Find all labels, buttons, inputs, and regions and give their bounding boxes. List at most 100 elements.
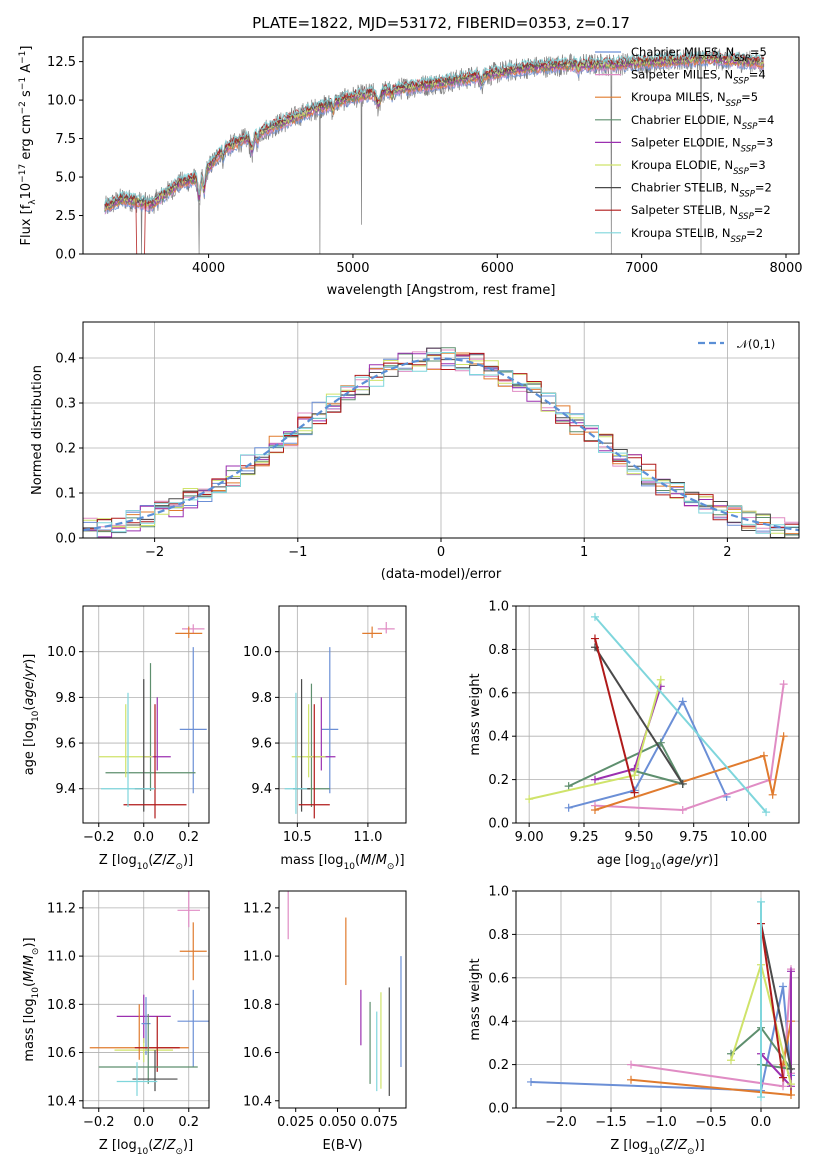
legend-text-part: Chabrier STELIB, N: [631, 181, 739, 195]
y-tick-label: 9.6: [251, 737, 272, 752]
label-part: /: [691, 853, 696, 868]
legend-text-part: SSP: [731, 235, 747, 245]
axes-frame: [82, 605, 210, 824]
legend-text-part: =4: [749, 68, 766, 82]
y-tick-label: 9.8: [55, 691, 76, 706]
weight-point-marker: [630, 788, 639, 797]
label-part: (: [355, 853, 360, 868]
y-tick-label: 0.2: [55, 442, 76, 457]
model-spectrum-line: [104, 50, 764, 205]
legend-entry: Kroupa ELODIE, NSSP=3: [631, 158, 766, 177]
weight-point-marker: [787, 967, 795, 976]
label-part: erg cm: [19, 114, 34, 163]
weight-series-line: [730, 1026, 794, 1071]
legend-text-part: Kroupa STELIB, N: [631, 226, 731, 240]
y-tick-label: 10.6: [47, 1046, 76, 1061]
weight-series-line: [568, 699, 728, 809]
label-part: /: [674, 1138, 679, 1153]
plot-area: [527, 897, 795, 1102]
y-tick-label: 5.0: [55, 171, 76, 186]
y-tick-label: 0.3: [55, 397, 76, 412]
legend-entry: Kroupa MILES, NSSP=5: [631, 90, 758, 109]
model-spectrum-line: [104, 51, 765, 254]
y-tick-label: 0.1: [55, 487, 76, 502]
x-axis-label: E(B-V): [322, 1138, 362, 1153]
x-tick-label: 5000: [336, 261, 369, 276]
weight-point-marker: [590, 805, 599, 814]
y-tick-label: 11.0: [243, 950, 272, 965]
label-part: Z: [677, 1138, 688, 1153]
x-tick-label: −0.2: [83, 1115, 115, 1130]
label-part: yr: [694, 853, 710, 868]
legend-text-part: SSP: [733, 77, 749, 87]
legend-entry: 𝒩(0,1): [737, 337, 775, 351]
x-tick-label: 0.050: [319, 1115, 356, 1130]
panel-mass_vs_Z: −0.2 0.0 0.210.410.610.811.011.2Z [log10(Z…: [22, 890, 210, 1157]
label-part: ⊙: [31, 948, 41, 956]
label-part: Z: [152, 1138, 163, 1153]
weight-point-marker: [779, 1073, 787, 1082]
y-tick-label: 0.0: [488, 817, 509, 832]
y-tick-label: 0.0: [488, 1102, 509, 1117]
panel-weight_vs_Z: −2.0 −1.5 −1.0 −0.5 0.0 0.0 0.2 0.4 0.6 0.8 1.0 Z […: [468, 885, 800, 1157]
plot-area: [83, 347, 799, 538]
label-part: )]: [22, 937, 37, 947]
x-axis-label: Z [log10(Z/Z⊙)]: [610, 1138, 704, 1157]
plot-area: [104, 47, 765, 254]
weight-point-marker: [656, 675, 665, 684]
x-tick-label: 10.00: [730, 830, 767, 845]
label-part: s: [19, 90, 34, 101]
label-part: Z [log: [99, 1138, 137, 1153]
label-part: 10: [650, 862, 662, 872]
panel-age_vs_Z: −0.2 0.0 0.29.49.69.810.0Z [log10(Z/Z⊙)]ag…: [22, 605, 210, 872]
panel-residuals: −2 −1 0 1 2 0.0 0.1 0.2 0.3 0.4 (data-model)/error…: [30, 321, 800, 582]
weight-point-marker: [630, 771, 639, 780]
y-tick-label: 1.0: [488, 600, 509, 615]
legend-text-part: SSP: [741, 144, 757, 154]
label-part: age: [666, 853, 690, 868]
x-axis-label: (data-model)/error: [381, 567, 502, 582]
weight-series-line: [594, 683, 785, 812]
label-part: )]: [183, 853, 193, 868]
label-part: Z: [166, 853, 177, 868]
axes-frame: [278, 890, 407, 1109]
x-tick-label: 2: [723, 545, 731, 560]
y-tick-label: 9.8: [251, 691, 272, 706]
weight-point-marker: [779, 982, 787, 991]
weight-point-marker: [678, 697, 687, 706]
label-part: A: [19, 64, 34, 77]
weight-point-marker: [564, 803, 573, 812]
weight-series-line: [568, 741, 685, 788]
weight-point-marker: [590, 634, 599, 643]
legend-text-part: =2: [746, 226, 763, 240]
legend-text-part: =5: [750, 45, 767, 59]
weight-point-marker: [762, 808, 771, 817]
label-part: ⊙: [175, 862, 183, 872]
weight-point-marker: [627, 1075, 635, 1084]
y-tick-label: 0.8: [488, 643, 509, 658]
weight-point-marker: [787, 1064, 795, 1073]
legend-entry: Chabrier MILES, NSSP=5: [631, 45, 767, 64]
label-part: )]: [394, 853, 404, 868]
legend-text-part: =4: [757, 113, 774, 127]
y-tick-label: 10.8: [243, 998, 272, 1013]
y-tick-label: 11.0: [47, 950, 76, 965]
label-part: 10: [344, 862, 356, 872]
x-tick-label: −2: [145, 545, 164, 560]
label-part: age [log: [22, 722, 37, 775]
label-part: Z: [166, 1138, 177, 1153]
y-axis-label: mass weight: [468, 673, 483, 755]
plot-area: [98, 624, 207, 819]
label-part: Flux [f: [19, 204, 34, 245]
x-tick-label: −2.0: [545, 1115, 577, 1130]
x-tick-label: 9.50: [624, 830, 653, 845]
weight-point-marker: [787, 1080, 795, 1089]
weight-point-marker: [779, 1082, 787, 1091]
panel-mass_vs_EBV: 0.025 0.050 0.075 10.4 10.6 10.8 11.0 11.2 E(B-V…: [243, 890, 407, 1153]
label-part: 10: [648, 1147, 660, 1157]
weight-point-marker: [656, 738, 665, 747]
label-part: ⊙: [175, 1147, 183, 1157]
y-tick-label: 10.0: [47, 645, 76, 660]
y-tick-label: 10.6: [243, 1046, 272, 1061]
